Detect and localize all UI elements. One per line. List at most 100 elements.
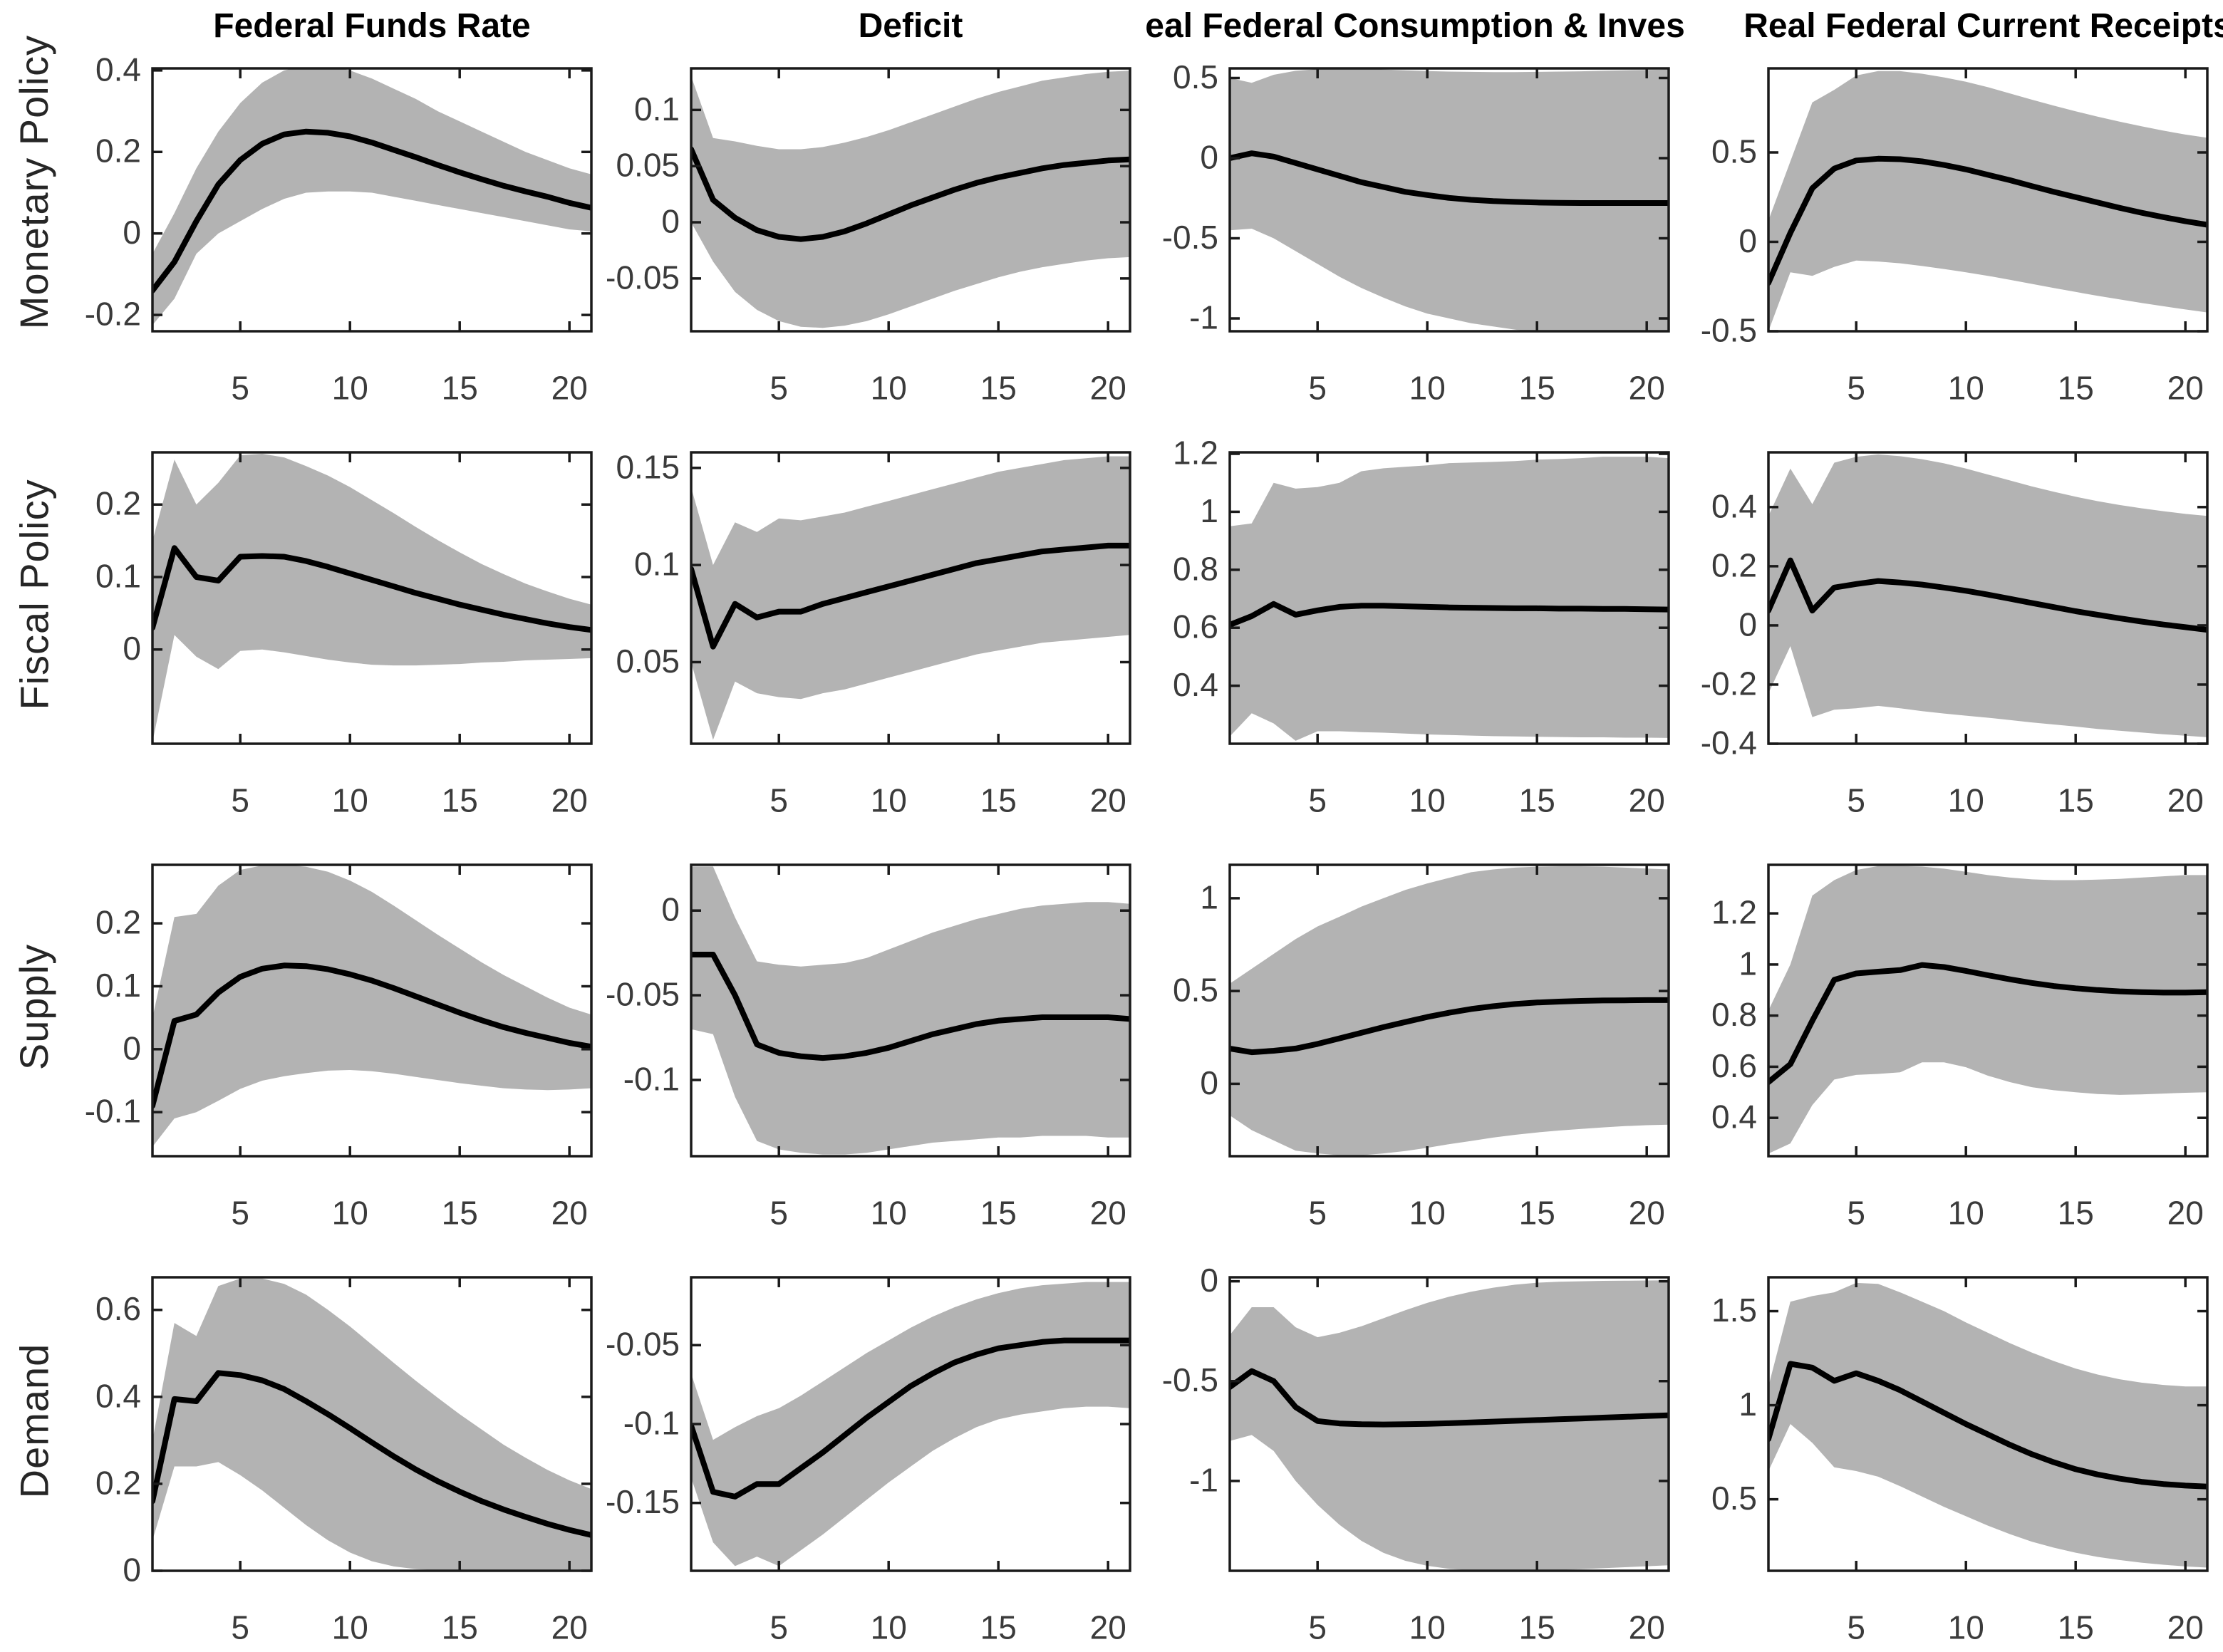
x-tick-label: 5 <box>770 1609 788 1646</box>
x-tick-label: 10 <box>1409 1195 1446 1232</box>
y-tick-label: 0.05 <box>616 147 680 184</box>
axes-box <box>1228 451 1670 745</box>
column-title-monetary-policy-deficit: Deficit <box>859 7 963 45</box>
y-tick-label: 0.1 <box>95 967 141 1004</box>
y-tick-label: 0.8 <box>1711 996 1757 1033</box>
y-tick-label: 0.1 <box>634 90 680 128</box>
subplot-cell-supply-real-federal-consumption-investment: 5 10 15 20 0 0.5 1 <box>1146 825 1684 1237</box>
subplot-cell-monetary-policy-deficit: 5 10 15 20 -0.05 0 0.05 0.1 Deficit <box>607 0 1146 412</box>
x-tick-label: 20 <box>551 782 588 819</box>
axes-box <box>690 451 1131 745</box>
y-tick-label: -0.1 <box>623 1404 680 1441</box>
subplot-cell-demand-federal-funds-rate: 5 10 15 20 0 0.2 0.4 0.6 <box>68 1237 607 1652</box>
y-tick-label: 0.2 <box>95 485 141 522</box>
mean-response-line <box>1768 155 2207 286</box>
subplot-fiscal-policy-federal-funds-rate: 5 10 15 20 0 0.1 0.2 <box>95 451 593 819</box>
confidence-band <box>1768 866 2207 1154</box>
x-tick-label: 20 <box>1090 1609 1126 1646</box>
x-tick-label: 15 <box>980 370 1017 407</box>
mean-response-line <box>152 128 591 293</box>
mean-response-line <box>691 1337 1130 1500</box>
x-tick-label: 5 <box>231 782 249 819</box>
subplot-row-monetary-policy: Monetary Policy 5 10 15 20 -0.2 0 0.2 0.4 Federal… <box>0 0 2223 412</box>
axes-box <box>151 67 593 333</box>
x-tick-label: 15 <box>2058 1609 2094 1646</box>
x-tick-label: 10 <box>871 1609 907 1646</box>
mean-response-line <box>1230 1368 1669 1428</box>
subplot-cell-demand-deficit: 5 10 15 20 -0.15 -0.1 -0.05 <box>607 1237 1146 1652</box>
axes-box <box>151 863 593 1158</box>
y-tick-label: 0 <box>1200 138 1218 175</box>
x-tick-label: 5 <box>231 1609 249 1646</box>
x-tick-label: 15 <box>2058 1195 2094 1232</box>
y-tick-label: 0.5 <box>1173 58 1218 95</box>
x-tick-label: 10 <box>871 370 907 407</box>
subplot-cell-fiscal-policy-real-federal-current-receipts: 5 10 15 20 -0.4 -0.2 0 0.2 0.4 <box>1684 412 2223 825</box>
x-tick-label: 5 <box>1308 1195 1327 1232</box>
x-tick-label: 20 <box>2167 370 2204 407</box>
subplot-demand-real-federal-current-receipts: 5 10 15 20 0.5 1 1.5 <box>1711 1276 2209 1646</box>
y-tick-label: -0.1 <box>85 1093 141 1130</box>
subplot-monetary-policy-real-federal-consumption-investment: 5 10 15 20 -1 -0.5 0 0.5 Real Federal Consumptio… <box>1146 7 1684 407</box>
subplot-demand-deficit: 5 10 15 20 -0.15 -0.1 -0.05 <box>607 1276 1131 1646</box>
subplot-monetary-policy-deficit: 5 10 15 20 -0.05 0 0.05 0.1 Deficit <box>607 7 1131 407</box>
x-tick-label: 15 <box>442 370 478 407</box>
x-tick-label: 5 <box>1308 370 1327 407</box>
axes-box <box>1228 1276 1670 1572</box>
mean-response-line <box>1230 997 1669 1056</box>
y-tick-label: 0 <box>661 891 680 928</box>
subplot-row-demand: Demand 5 10 15 20 0 0.2 0.4 0.6 5 10 15 20 -0.15 -0.1-… <box>0 1237 2223 1652</box>
x-tick-label: 15 <box>980 782 1017 819</box>
row-label-fiscal-policy: Fiscal Policy <box>11 479 57 710</box>
x-tick-label: 20 <box>1629 782 1665 819</box>
y-tick-label: 0.6 <box>1711 1047 1757 1084</box>
x-tick-label: 5 <box>1847 1195 1865 1232</box>
x-tick-label: 15 <box>1519 1609 1555 1646</box>
y-tick-label: 0.2 <box>1711 546 1757 583</box>
subplot-cell-monetary-policy-real-federal-current-receipts: 5 10 15 20 -0.5 0 0.5 Real Federal Current Rece… <box>1684 0 2223 412</box>
y-tick-label: 1 <box>1738 945 1757 982</box>
subplot-supply-real-federal-current-receipts: 5 10 15 20 0.4 0.6 0.8 1 1.2 <box>1711 863 2209 1232</box>
y-tick-label: 0 <box>1200 1064 1218 1101</box>
x-tick-label: 15 <box>1519 370 1555 407</box>
x-tick-label: 10 <box>871 782 907 819</box>
confidence-band <box>152 865 591 1147</box>
subplot-fiscal-policy-deficit: 5 10 15 20 0.05 0.1 0.15 <box>616 448 1131 819</box>
row-label-strip: Monetary Policy <box>0 0 68 412</box>
mean-response-line <box>1768 962 2207 1085</box>
confidence-band <box>691 866 1130 1155</box>
y-tick-label: 0.4 <box>95 51 141 88</box>
subplot-cell-supply-deficit: 5 10 15 20 -0.1 -0.05 0 <box>607 825 1146 1237</box>
subplot-monetary-policy-federal-funds-rate: 5 10 15 20 -0.2 0 0.2 0.4 Federal Funds Rate <box>85 7 593 407</box>
y-tick-label: 0 <box>661 202 680 239</box>
row-label-monetary-policy: Monetary Policy <box>11 34 57 330</box>
y-tick-label: -0.4 <box>1701 724 1757 761</box>
mean-response-line <box>691 146 1130 242</box>
y-tick-label: -0.05 <box>607 259 680 296</box>
y-tick-label: 0 <box>1200 1262 1218 1299</box>
x-tick-label: 5 <box>231 370 249 407</box>
subplot-row-fiscal-policy: Fiscal Policy 5 10 15 20 0 0.1 0.2 5 10 15 20 0.05 0.… <box>0 412 2223 825</box>
column-title-monetary-policy-federal-funds-rate: Federal Funds Rate <box>213 7 530 45</box>
y-tick-label: 0.4 <box>1711 487 1757 524</box>
y-tick-label: 0.6 <box>1173 608 1218 645</box>
x-tick-label: 10 <box>1409 370 1446 407</box>
y-tick-label: -0.05 <box>607 1326 680 1363</box>
axes-box <box>690 863 1131 1158</box>
row-label-strip: Supply <box>0 825 68 1237</box>
axes-box <box>1228 863 1670 1158</box>
column-title-monetary-policy-real-federal-current-receipts: Real Federal Current Receipts <box>1743 7 2223 45</box>
axes-box <box>1228 67 1670 333</box>
axes-box <box>1767 863 2209 1158</box>
confidence-band <box>152 454 591 742</box>
x-tick-label: 20 <box>551 1609 588 1646</box>
y-tick-label: -1 <box>1189 298 1218 336</box>
confidence-band <box>691 1282 1130 1567</box>
y-tick-label: 0.4 <box>1711 1098 1757 1136</box>
x-tick-label: 20 <box>551 370 588 407</box>
axes-box <box>151 1276 593 1572</box>
mean-response-line <box>691 542 1130 650</box>
row-label-strip: Fiscal Policy <box>0 412 68 825</box>
x-tick-label: 10 <box>1948 782 1984 819</box>
